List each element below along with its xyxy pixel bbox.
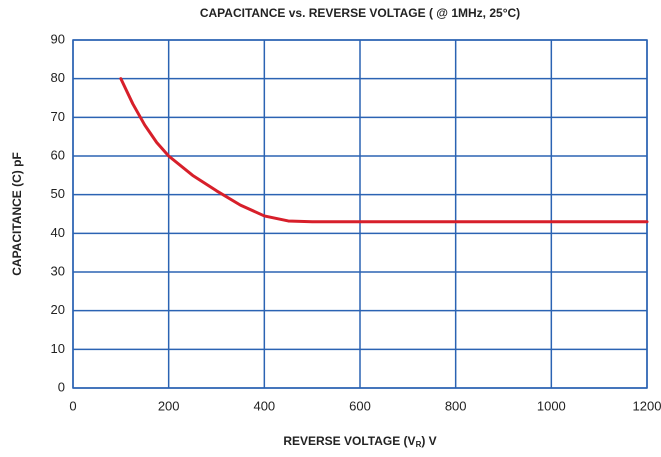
y-tick-label: 0 xyxy=(58,379,65,394)
x-tick-label: 400 xyxy=(253,398,275,413)
y-tick-label: 70 xyxy=(51,109,65,124)
x-label-part: ) V xyxy=(421,434,436,448)
y-tick-label: 80 xyxy=(51,70,65,85)
x-tick-label: 200 xyxy=(158,398,180,413)
x-tick-label: 0 xyxy=(69,398,76,413)
x-axis-label: REVERSE VOLTAGE (VR) V xyxy=(283,434,436,449)
x-tick-label: 1000 xyxy=(537,398,566,413)
x-label-part: REVERSE VOLTAGE (V xyxy=(283,434,415,448)
y-tick-label: 20 xyxy=(51,302,65,317)
y-tick-label: 50 xyxy=(51,186,65,201)
line-series xyxy=(119,77,649,224)
y-tick-label: 90 xyxy=(51,31,65,46)
y-axis-label: CAPACITANCE (C) pF xyxy=(10,152,24,276)
y-tick-label: 10 xyxy=(51,341,65,356)
chart-title: CAPACITANCE vs. REVERSE VOLTAGE ( @ 1MHz… xyxy=(200,6,520,20)
x-tick-label: 600 xyxy=(349,398,371,413)
plot-border xyxy=(72,39,648,389)
x-label-sub: R xyxy=(416,440,422,449)
y-tick-label: 30 xyxy=(51,263,65,278)
x-tick-label: 800 xyxy=(445,398,467,413)
y-tick-label: 60 xyxy=(51,147,65,162)
x-tick-label: 1200 xyxy=(633,398,661,413)
y-tick-label: 40 xyxy=(51,225,65,240)
